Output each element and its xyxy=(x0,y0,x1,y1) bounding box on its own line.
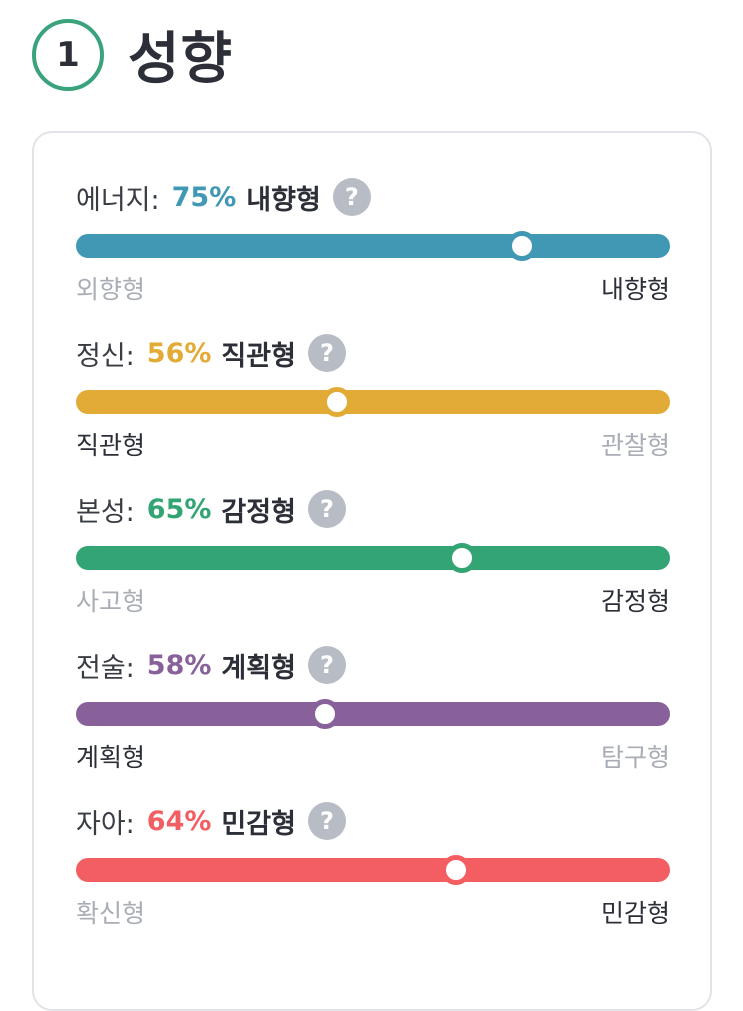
trait-name: 본성: xyxy=(76,496,135,528)
trait-percent: 64% xyxy=(146,805,212,837)
help-icon[interactable]: ? xyxy=(307,490,346,528)
section-header: 1 성향 xyxy=(32,14,233,95)
trait-percent: 56% xyxy=(146,337,212,369)
trait-name: 전술: xyxy=(76,652,135,684)
trait-left-label: 계획형 xyxy=(76,743,146,772)
section-number-badge: 1 xyxy=(32,18,104,91)
trait-name: 에너지: xyxy=(76,184,160,216)
trait-identity: 자아: 64% 민감형 ? 확신형 민감형 xyxy=(76,801,670,930)
trait-bar xyxy=(76,855,670,885)
trait-right-label: 감정형 xyxy=(600,587,670,616)
trait-type: 민감형 xyxy=(221,808,296,840)
trait-name: 정신: xyxy=(76,340,135,372)
trait-right-label: 민감형 xyxy=(600,899,670,928)
trait-left-label: 외향형 xyxy=(76,275,146,304)
trait-bar-knob xyxy=(310,699,341,729)
help-icon[interactable]: ? xyxy=(332,178,371,216)
trait-bar xyxy=(76,387,670,417)
trait-energy: 에너지: 75% 내향형 ? 외향형 내향형 xyxy=(76,177,670,306)
trait-bar-knob xyxy=(447,543,478,573)
trait-left-label: 확신형 xyxy=(76,899,146,928)
trait-left-label: 직관형 xyxy=(76,431,146,460)
trait-left-label: 사고형 xyxy=(76,587,146,616)
traits-card: 에너지: 75% 내향형 ? 외향형 내향형 정신: 56% 직관형 ? 직관형… xyxy=(32,131,712,1011)
help-icon[interactable]: ? xyxy=(307,802,346,840)
trait-bar-knob xyxy=(506,231,537,261)
trait-name: 자아: xyxy=(76,808,135,840)
trait-bar xyxy=(76,543,670,573)
trait-type: 계획형 xyxy=(221,652,296,684)
section-title: 성향 xyxy=(128,27,234,92)
trait-type: 내향형 xyxy=(246,184,321,216)
trait-bar-knob xyxy=(441,855,472,885)
trait-percent: 58% xyxy=(146,649,212,681)
trait-percent: 75% xyxy=(171,181,237,213)
trait-percent: 65% xyxy=(146,493,212,525)
trait-bar xyxy=(76,699,670,729)
trait-bar-knob xyxy=(322,387,353,417)
help-icon[interactable]: ? xyxy=(307,334,346,372)
trait-mind: 정신: 56% 직관형 ? 직관형 관찰형 xyxy=(76,333,670,462)
trait-right-label: 관찰형 xyxy=(600,431,670,460)
trait-right-label: 내향형 xyxy=(600,275,670,304)
trait-tactics: 전술: 58% 계획형 ? 계획형 탐구형 xyxy=(76,645,670,774)
trait-nature: 본성: 65% 감정형 ? 사고형 감정형 xyxy=(76,489,670,618)
trait-type: 감정형 xyxy=(221,496,296,528)
help-icon[interactable]: ? xyxy=(307,646,346,684)
trait-type: 직관형 xyxy=(221,340,296,372)
trait-right-label: 탐구형 xyxy=(600,743,670,772)
trait-bar xyxy=(76,231,670,261)
